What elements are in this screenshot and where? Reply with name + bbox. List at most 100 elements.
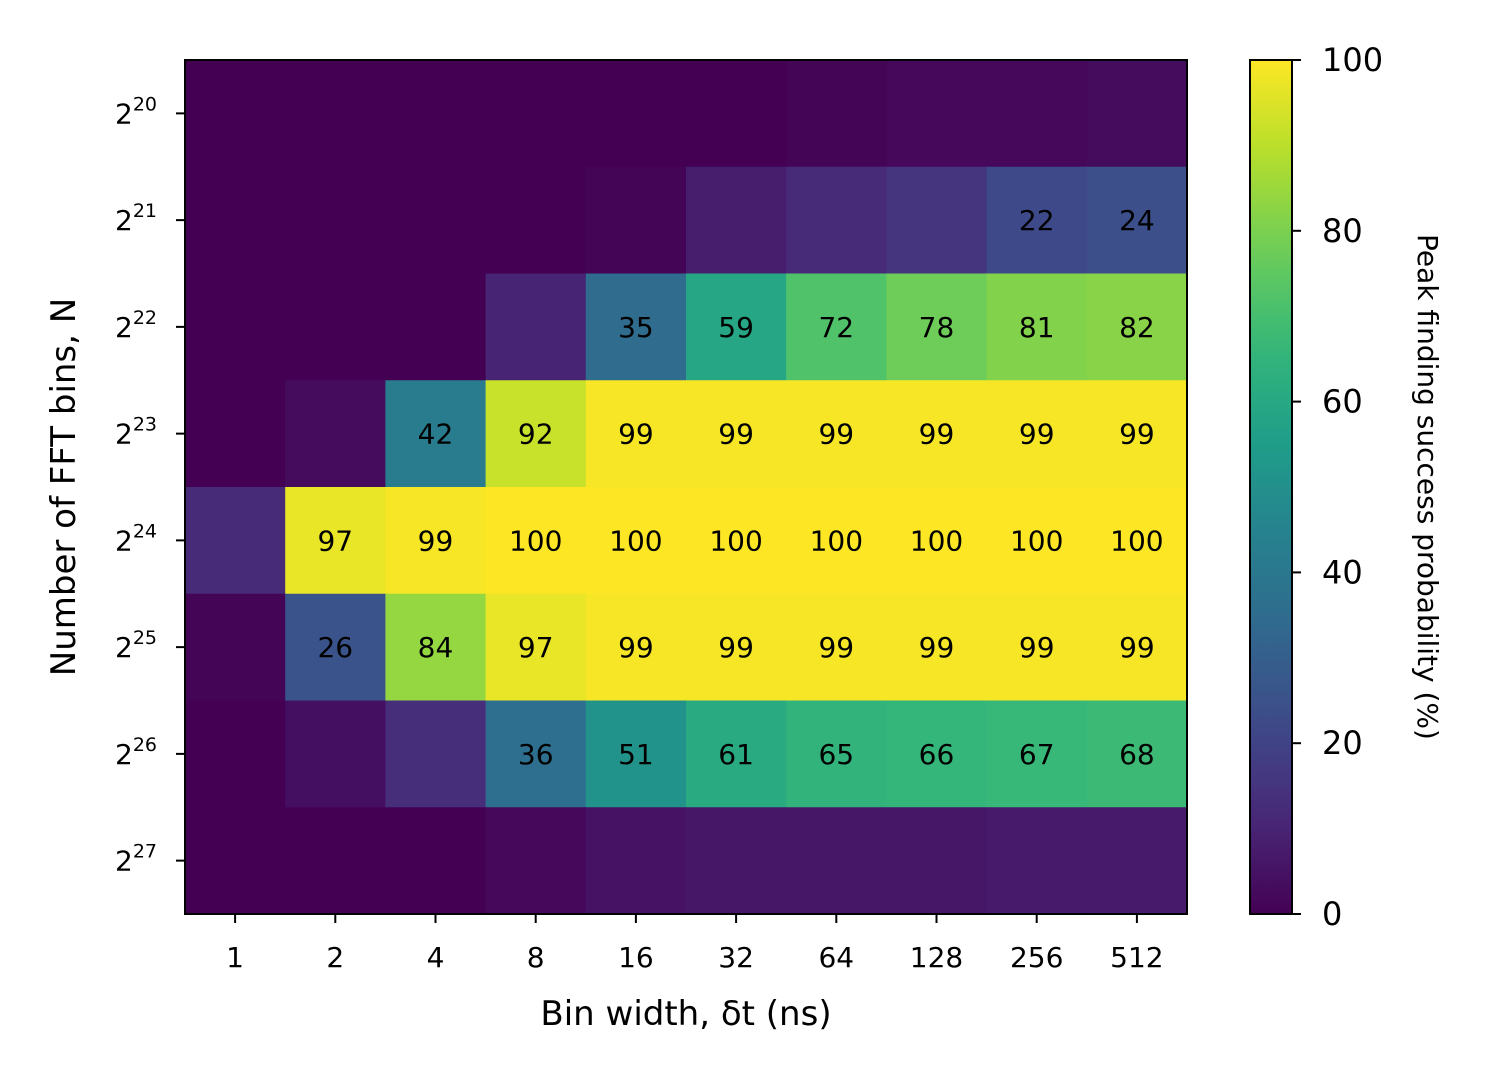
heatmap-cell — [786, 166, 887, 275]
heatmap-cell — [786, 380, 887, 488]
heatmap-cell — [285, 166, 386, 275]
heatmap-cell — [686, 807, 787, 915]
heatmap-cell — [986, 273, 1088, 381]
colorbar-tick-label: 80 — [1322, 212, 1363, 250]
heatmap-cell — [585, 166, 687, 275]
heatmap-cell — [686, 593, 787, 702]
colorbar — [1249, 59, 1293, 915]
heatmap-cell — [686, 273, 787, 381]
heatmap-cell — [1086, 593, 1188, 702]
cell-value-label: 97 — [518, 631, 554, 664]
cell-value-label: 99 — [919, 418, 955, 451]
heatmap-cells — [185, 60, 1188, 915]
cell-value-label: 99 — [818, 418, 854, 451]
heatmap-cell — [385, 380, 487, 488]
x-axis-ticks: 1 2 4 8 16 32 64 128 256 512 — [226, 914, 1164, 974]
cell-value-label: 59 — [718, 311, 754, 344]
heatmap-cell — [385, 807, 487, 915]
heatmap-cell — [986, 700, 1088, 808]
cell-value-label: 61 — [718, 738, 754, 771]
x-tick-label: 128 — [910, 941, 963, 974]
heatmap-cell — [185, 487, 286, 595]
cell-value-label: 100 — [810, 524, 863, 557]
heatmap-cell — [686, 166, 787, 275]
y-tick-label: 224 — [115, 520, 157, 557]
heatmap-cell — [986, 380, 1088, 488]
heatmap-cell — [385, 700, 487, 808]
colorbar-label: Peak finding success probability (%) — [1411, 234, 1444, 740]
y-axis-label: Number of FFT bins, N — [44, 298, 84, 676]
heatmap-cell — [485, 60, 587, 168]
heatmap-cell — [485, 700, 587, 808]
heatmap-cell — [886, 807, 988, 915]
cell-value-label: 65 — [818, 738, 854, 771]
heatmap-cell — [185, 273, 286, 381]
cell-value-label: 100 — [509, 524, 562, 557]
heatmap-cell — [1086, 487, 1188, 595]
heatmap-cell — [285, 273, 386, 381]
heatmap-cell — [986, 593, 1088, 702]
cell-value-label: 100 — [910, 524, 963, 557]
x-tick-label: 32 — [718, 941, 754, 974]
cell-value-label: 97 — [317, 524, 353, 557]
heatmap-cell — [485, 487, 587, 595]
x-tick-label: 2 — [326, 941, 344, 974]
plot-frame — [184, 59, 1188, 915]
cell-value-label: 68 — [1119, 738, 1155, 771]
heatmap-cell — [385, 487, 487, 595]
heatmap-cell — [686, 60, 787, 168]
heatmap-cell — [585, 273, 687, 381]
y-tick-label: 225 — [115, 627, 157, 664]
x-tick-label: 64 — [818, 941, 854, 974]
heatmap-cell — [886, 700, 988, 808]
cell-value-label: 78 — [919, 311, 955, 344]
heatmap-cell — [185, 593, 286, 702]
heatmap-cell — [185, 166, 286, 275]
heatmap-cell — [686, 700, 787, 808]
heatmap-cell — [786, 60, 887, 168]
heatmap-cell — [185, 60, 286, 168]
heatmap-cell — [1086, 166, 1188, 275]
heatmap-cell — [585, 807, 687, 915]
heatmap-cell — [585, 380, 687, 488]
colorbar-tick-label: 20 — [1322, 724, 1363, 762]
cell-value-label: 35 — [618, 311, 654, 344]
colorbar-tick-label: 40 — [1322, 553, 1363, 591]
cell-value-label: 100 — [1010, 524, 1063, 557]
heatmap-cell — [585, 700, 687, 808]
heatmap-cell — [886, 166, 988, 275]
heatmap-cell — [886, 593, 988, 702]
cell-value-label: 67 — [1019, 738, 1055, 771]
cell-value-label: 36 — [518, 738, 554, 771]
cell-value-label: 51 — [618, 738, 654, 771]
colorbar-ticks: 0 20 40 60 80 100 — [1292, 41, 1383, 933]
heatmap-cell — [1086, 273, 1188, 381]
y-tick-label: 221 — [115, 200, 157, 237]
heatmap-cell — [786, 273, 887, 381]
heatmap-cell — [585, 593, 687, 702]
cell-value-label: 99 — [1119, 631, 1155, 664]
heatmap-cell — [185, 380, 286, 488]
cell-value-label: 72 — [818, 311, 854, 344]
heatmap-cell — [485, 166, 587, 275]
cell-value-label: 99 — [718, 418, 754, 451]
x-tick-label: 512 — [1110, 941, 1163, 974]
heatmap-cell — [986, 166, 1088, 275]
colorbar-tick-label: 100 — [1322, 41, 1383, 79]
cell-value-label: 99 — [618, 631, 654, 664]
cell-value-label: 22 — [1019, 204, 1055, 237]
heatmap-cell — [1086, 700, 1188, 808]
cell-value-label: 42 — [418, 418, 454, 451]
cell-value-label: 99 — [1119, 418, 1155, 451]
cell-value-label: 99 — [1019, 631, 1055, 664]
heatmap-cell — [485, 380, 587, 488]
heatmap-cell — [686, 380, 787, 488]
x-tick-label: 1 — [226, 941, 244, 974]
heatmap-cell — [1086, 807, 1188, 915]
heatmap-cell — [485, 273, 587, 381]
heatmap-cell — [585, 487, 687, 595]
cell-value-label: 99 — [618, 418, 654, 451]
heatmap-cell — [786, 487, 887, 595]
heatmap-cell — [986, 60, 1088, 168]
